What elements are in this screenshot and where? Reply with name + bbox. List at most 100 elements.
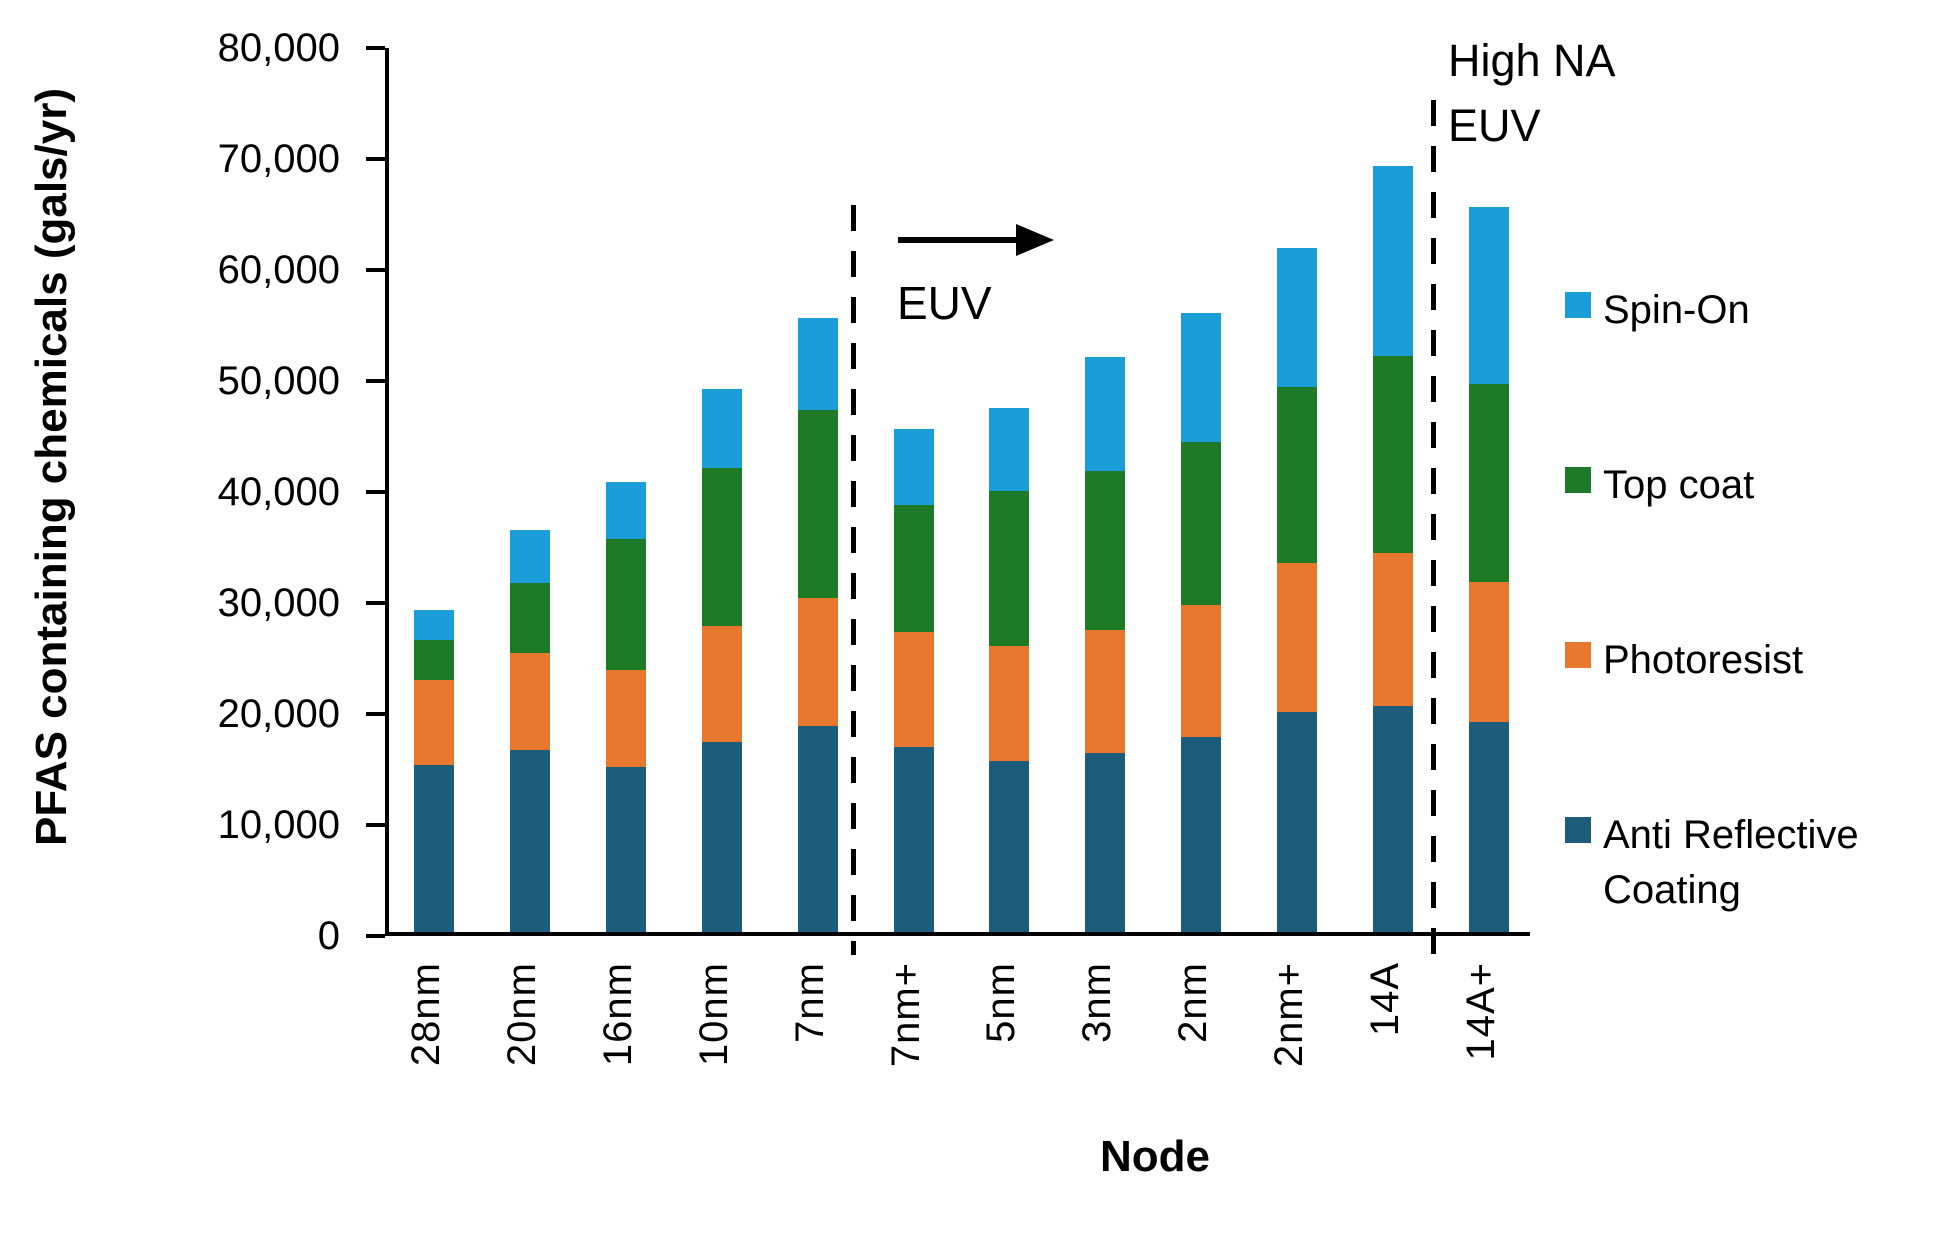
x-tick-label-16nm: 16nm (595, 962, 640, 1067)
high-na-line1: High NA (1448, 35, 1616, 86)
bar-segment-16nm-photoresist (605, 670, 646, 767)
euv-annotation-label: EUV (897, 277, 992, 329)
bar-segment-7nm+-photoresist (893, 632, 934, 747)
y-tick-mark (366, 490, 385, 494)
bar-segment-20nm-anti-reflective-coating (509, 749, 550, 932)
legend-item-spin-on: Spin-On (1565, 283, 1948, 338)
bar-14A (1373, 166, 1413, 932)
bar-segment-10nm-photoresist (701, 625, 742, 743)
bar-segment-2nm+-anti-reflective-coating (1277, 712, 1318, 932)
y-tick-mark (366, 823, 385, 827)
x-tick-label-28nm: 28nm (404, 962, 448, 1067)
y-tick-label: 30,000 (217, 581, 340, 625)
y-tick-mark (366, 601, 385, 605)
y-tick-label: 10,000 (217, 803, 340, 847)
bar-segment-14A+-spin-on (1468, 207, 1509, 384)
legend-item-photoresist: Photoresist (1565, 633, 1948, 688)
bar-segment-14A+-photoresist (1468, 582, 1509, 723)
bar-segment-14A-spin-on (1373, 166, 1413, 356)
x-tick-label-7nm+: 7nm+ (883, 962, 928, 1068)
y-tick-label: 0 (317, 914, 340, 958)
bar-segment-28nm-photoresist (414, 680, 454, 766)
bar-segment-16nm-anti-reflective-coating (605, 766, 646, 932)
y-tick-mark (366, 934, 385, 938)
y-tick-mark (366, 268, 385, 272)
high-na-euv-annotation-label: High NA EUV (1448, 28, 1616, 159)
bar-2nm (1181, 312, 1222, 932)
euv-transition-dashed-line (851, 205, 856, 955)
x-tick-label-7nm: 7nm (787, 962, 832, 1043)
bar-segment-2nm-top-coat (1181, 442, 1222, 605)
y-tick-mark (366, 46, 385, 50)
legend-swatch-icon (1565, 292, 1591, 318)
bar-segment-5nm-spin-on (989, 408, 1030, 492)
y-tick-label: 40,000 (217, 470, 340, 514)
bar-segment-16nm-spin-on (605, 482, 646, 540)
legend-label: Spin-On (1603, 288, 1750, 332)
bar-segment-2nm-spin-on (1181, 312, 1222, 443)
bar-segment-7nm-photoresist (797, 597, 838, 726)
bar-segment-14A+-top-coat (1468, 383, 1509, 583)
bar-segment-16nm-top-coat (605, 539, 646, 671)
y-tick-mark (366, 712, 385, 716)
bar-segment-2nm+-top-coat (1277, 386, 1318, 564)
bar-segment-10nm-anti-reflective-coating (701, 742, 742, 932)
legend-swatch-icon (1565, 817, 1591, 843)
bar-segment-3nm-spin-on (1085, 357, 1126, 472)
bar-segment-5nm-photoresist (989, 645, 1030, 762)
bar-segment-2nm+-photoresist (1277, 563, 1318, 713)
x-tick-label-20nm: 20nm (499, 962, 544, 1067)
bar-segment-14A+-anti-reflective-coating (1468, 722, 1509, 932)
bar-segment-14A-top-coat (1373, 355, 1413, 554)
bar-3nm (1085, 357, 1126, 932)
x-tick-label-2nm+: 2nm+ (1267, 962, 1312, 1068)
bar-28nm (414, 610, 454, 932)
y-tick-label: 20,000 (217, 692, 340, 736)
bar-5nm (989, 408, 1030, 932)
bar-segment-3nm-anti-reflective-coating (1085, 753, 1126, 932)
bar-segment-14A-photoresist (1373, 553, 1413, 706)
bar-segment-14A-anti-reflective-coating (1373, 705, 1413, 932)
bar-segment-10nm-spin-on (701, 389, 742, 469)
bar-segment-3nm-top-coat (1085, 471, 1126, 631)
legend-label: Top coat (1603, 463, 1755, 507)
bar-10nm (701, 389, 742, 932)
bar-16nm (605, 482, 646, 932)
bar-segment-7nm-anti-reflective-coating (797, 725, 838, 932)
y-tick-label: 80,000 (217, 26, 340, 70)
legend-swatch-icon (1565, 467, 1591, 493)
y-tick-mark (366, 379, 385, 383)
bar-segment-20nm-spin-on (509, 530, 550, 584)
high-na-euv-dashed-line (1431, 100, 1436, 955)
bar-segment-7nm-top-coat (797, 410, 838, 598)
bar-segment-7nm+-spin-on (893, 429, 934, 505)
y-tick-label: 70,000 (217, 137, 340, 181)
bar-7nm+ (893, 429, 934, 932)
legend-label: Anti Reflective Coating (1603, 813, 1859, 912)
bar-segment-7nm+-anti-reflective-coating (893, 746, 934, 932)
x-tick-label-3nm: 3nm (1075, 962, 1120, 1043)
bar-segment-10nm-top-coat (701, 468, 742, 626)
bar-segment-28nm-top-coat (414, 640, 454, 681)
high-na-line2: EUV (1448, 100, 1541, 152)
bar-7nm (797, 318, 838, 932)
bar-segment-20nm-photoresist (509, 653, 550, 750)
y-tick-mark (366, 157, 385, 161)
x-axis-title: Node (1100, 1132, 1210, 1181)
bar-segment-28nm-spin-on (414, 610, 454, 641)
bar-segment-2nm-anti-reflective-coating (1181, 736, 1222, 932)
plot-area (385, 48, 1530, 936)
bar-segment-3nm-photoresist (1085, 630, 1126, 754)
x-tick-label-14A: 14A (1363, 962, 1407, 1037)
legend-item-anti-reflective-coating: Anti Reflective Coating (1565, 808, 1948, 918)
legend-swatch-icon (1565, 642, 1591, 668)
bar-20nm (509, 530, 550, 932)
bar-segment-7nm+-top-coat (893, 504, 934, 633)
legend-item-top-coat: Top coat (1565, 458, 1948, 513)
y-tick-label: 60,000 (217, 248, 340, 292)
right-arrow-icon (898, 224, 1054, 256)
bar-segment-20nm-top-coat (509, 583, 550, 654)
bar-segment-7nm-spin-on (797, 318, 838, 411)
bar-segment-5nm-anti-reflective-coating (989, 761, 1030, 932)
